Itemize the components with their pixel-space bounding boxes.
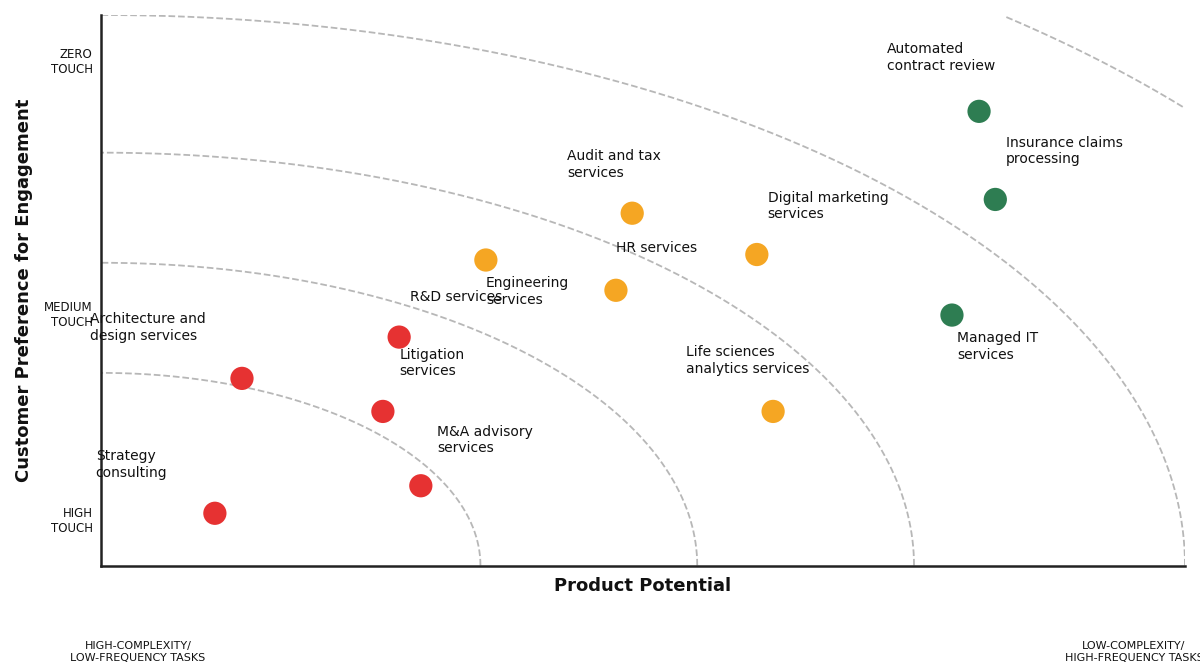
Point — [606, 285, 625, 295]
Text: Strategy
consulting: Strategy consulting — [96, 450, 167, 480]
Text: Life sciences
analytics services: Life sciences analytics services — [686, 345, 810, 376]
X-axis label: Product Potential: Product Potential — [554, 577, 732, 595]
Point — [205, 508, 224, 519]
Text: M&A advisory
services: M&A advisory services — [437, 425, 533, 456]
Point — [412, 480, 431, 491]
Text: Engineering
services: Engineering services — [486, 276, 569, 307]
Point — [748, 249, 767, 260]
Text: HR services: HR services — [616, 241, 697, 255]
Point — [233, 373, 252, 384]
Text: Audit and tax
services: Audit and tax services — [568, 149, 661, 180]
Point — [476, 255, 496, 265]
Text: R&D services: R&D services — [410, 290, 503, 304]
Text: Litigation
services: Litigation services — [400, 348, 464, 379]
Point — [373, 406, 392, 417]
Point — [763, 406, 782, 417]
Point — [623, 208, 642, 218]
Text: Automated
contract review: Automated contract review — [887, 42, 995, 73]
Text: Managed IT
services: Managed IT services — [958, 331, 1038, 362]
Point — [985, 194, 1004, 205]
Text: Architecture and
design services: Architecture and design services — [90, 312, 206, 342]
Point — [942, 310, 961, 320]
Text: Digital marketing
services: Digital marketing services — [768, 191, 888, 222]
Point — [390, 332, 409, 342]
Y-axis label: Customer Preference for Engagement: Customer Preference for Engagement — [16, 98, 34, 482]
Text: LOW-COMPLEXITY/
HIGH-FREQUENCY TASKS: LOW-COMPLEXITY/ HIGH-FREQUENCY TASKS — [1064, 641, 1200, 663]
Text: Insurance claims
processing: Insurance claims processing — [1006, 135, 1123, 166]
Text: HIGH-COMPLEXITY/
LOW-FREQUENCY TASKS: HIGH-COMPLEXITY/ LOW-FREQUENCY TASKS — [71, 641, 205, 663]
Point — [970, 106, 989, 117]
